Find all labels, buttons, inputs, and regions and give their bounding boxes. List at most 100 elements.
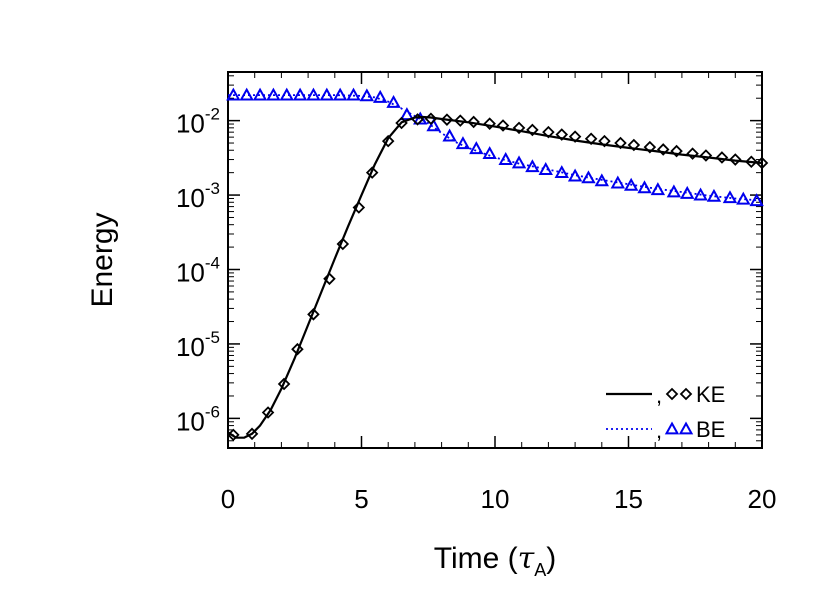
series-marker-be <box>511 155 527 169</box>
legend-marker-be <box>678 421 694 435</box>
series-marker-ke <box>627 138 641 152</box>
y-tick-label: 10-2 <box>176 105 220 139</box>
x-tick-label: 10 <box>481 484 510 514</box>
series-marker-be <box>482 146 497 160</box>
series-marker-be <box>525 159 540 173</box>
series-marker-ke <box>395 116 408 130</box>
y-tick-label: 10-3 <box>176 179 220 213</box>
plot-border <box>227 71 763 449</box>
y-axis-title: Energy <box>86 212 119 307</box>
series-marker-be <box>736 191 751 205</box>
series-marker-ke <box>277 377 291 391</box>
x-tick-label: 0 <box>221 484 235 514</box>
legend-marker-be <box>664 421 680 435</box>
series-marker-be <box>498 151 513 165</box>
series-marker-be <box>279 87 294 101</box>
legend-marker-ke <box>679 387 693 401</box>
series-marker-be <box>567 168 583 182</box>
plot-frame <box>227 71 763 449</box>
series-marker-be <box>749 193 764 207</box>
series-marker-be <box>469 141 484 155</box>
x-axis: 0 5 10 15 20 <box>221 72 776 514</box>
series-marker-ke <box>245 427 259 441</box>
y-tick-label-base: 10 <box>176 332 205 362</box>
y-tick-label: 10-5 <box>176 328 220 362</box>
series-marker-ke <box>496 119 510 132</box>
series-marker-be <box>693 187 708 201</box>
series-marker-ke <box>745 155 758 169</box>
series-marker-be <box>666 184 682 198</box>
series-marker-ke <box>512 121 526 135</box>
series-marker-be <box>266 87 281 101</box>
series-marker-be <box>359 88 375 102</box>
series-marker-be <box>594 173 609 187</box>
series-marker-be <box>413 111 428 125</box>
series-marker-be <box>623 177 639 191</box>
legend-label-be: BE <box>696 417 725 442</box>
series-marker-ke <box>352 201 366 214</box>
series-marker-ke <box>542 125 555 139</box>
series-marker-ke <box>686 147 699 160</box>
series-marker-ke <box>568 130 582 143</box>
series-marker-be <box>332 87 348 101</box>
series-marker-ke <box>555 128 569 141</box>
y-tick-label-exponent: -2 <box>205 105 220 124</box>
series-marker-ke <box>467 115 480 129</box>
series-marker-be <box>292 87 308 101</box>
y-tick-label: 10-4 <box>176 254 220 288</box>
series-marker-be <box>706 188 722 202</box>
legend-marker-ke <box>665 387 679 401</box>
y-tick-label-exponent: -5 <box>205 328 220 347</box>
series-marker-ke <box>323 272 336 286</box>
series-marker-be <box>610 175 626 189</box>
series-marker-ke <box>656 143 670 156</box>
series-line-ke <box>227 115 763 439</box>
y-axis: 10-610-510-410-310-2 <box>176 75 762 442</box>
series-marker-be <box>538 162 553 175</box>
series-marker-ke <box>440 113 454 126</box>
series-marker-be <box>680 185 695 199</box>
series-marker-be <box>637 180 652 194</box>
y-tick-label-exponent: -6 <box>205 402 220 421</box>
series-marker-be <box>722 190 738 204</box>
series-marker-be <box>442 128 457 142</box>
series-layer <box>226 87 769 442</box>
series-marker-ke <box>715 151 729 164</box>
series-marker-be <box>319 87 334 101</box>
series-marker-ke <box>291 342 304 356</box>
series-marker-ke <box>699 149 713 162</box>
x-tick-label: 15 <box>614 484 643 514</box>
series-marker-be <box>399 107 415 121</box>
series-marker-be <box>455 136 471 150</box>
y-tick-label-base: 10 <box>176 183 205 213</box>
x-axis-title-symbol: τ <box>518 541 535 576</box>
series-marker-be <box>581 170 596 184</box>
series-marker-ke <box>584 132 598 146</box>
legend-label-ke: KE <box>696 382 725 407</box>
series-marker-ke <box>365 166 379 179</box>
series-marker-be <box>426 118 441 132</box>
legend-separator: , <box>656 418 662 443</box>
series-marker-ke <box>670 144 683 158</box>
y-tick-label-exponent: -3 <box>205 179 220 198</box>
series-marker-ke <box>526 123 539 137</box>
legend-separator: , <box>656 383 662 408</box>
x-axis-title-subscript: A <box>534 560 546 580</box>
series-marker-ke <box>454 114 467 127</box>
series-marker-be <box>554 165 569 179</box>
series-marker-ke <box>411 113 424 126</box>
series-marker-be <box>386 94 401 108</box>
series-marker-ke <box>261 406 275 419</box>
y-tick-label-base: 10 <box>176 109 205 139</box>
series-marker-ke <box>614 136 627 150</box>
x-axis-title-text: Time ( <box>434 542 518 575</box>
series-marker-be <box>226 87 241 101</box>
series-marker-be <box>372 89 388 103</box>
series-marker-be <box>239 87 254 101</box>
series-marker-be <box>346 87 361 101</box>
series-line-be <box>228 94 763 202</box>
series-marker-ke <box>729 153 742 166</box>
y-tick-label-base: 10 <box>176 258 205 288</box>
legend: , KE, BE <box>606 382 725 443</box>
